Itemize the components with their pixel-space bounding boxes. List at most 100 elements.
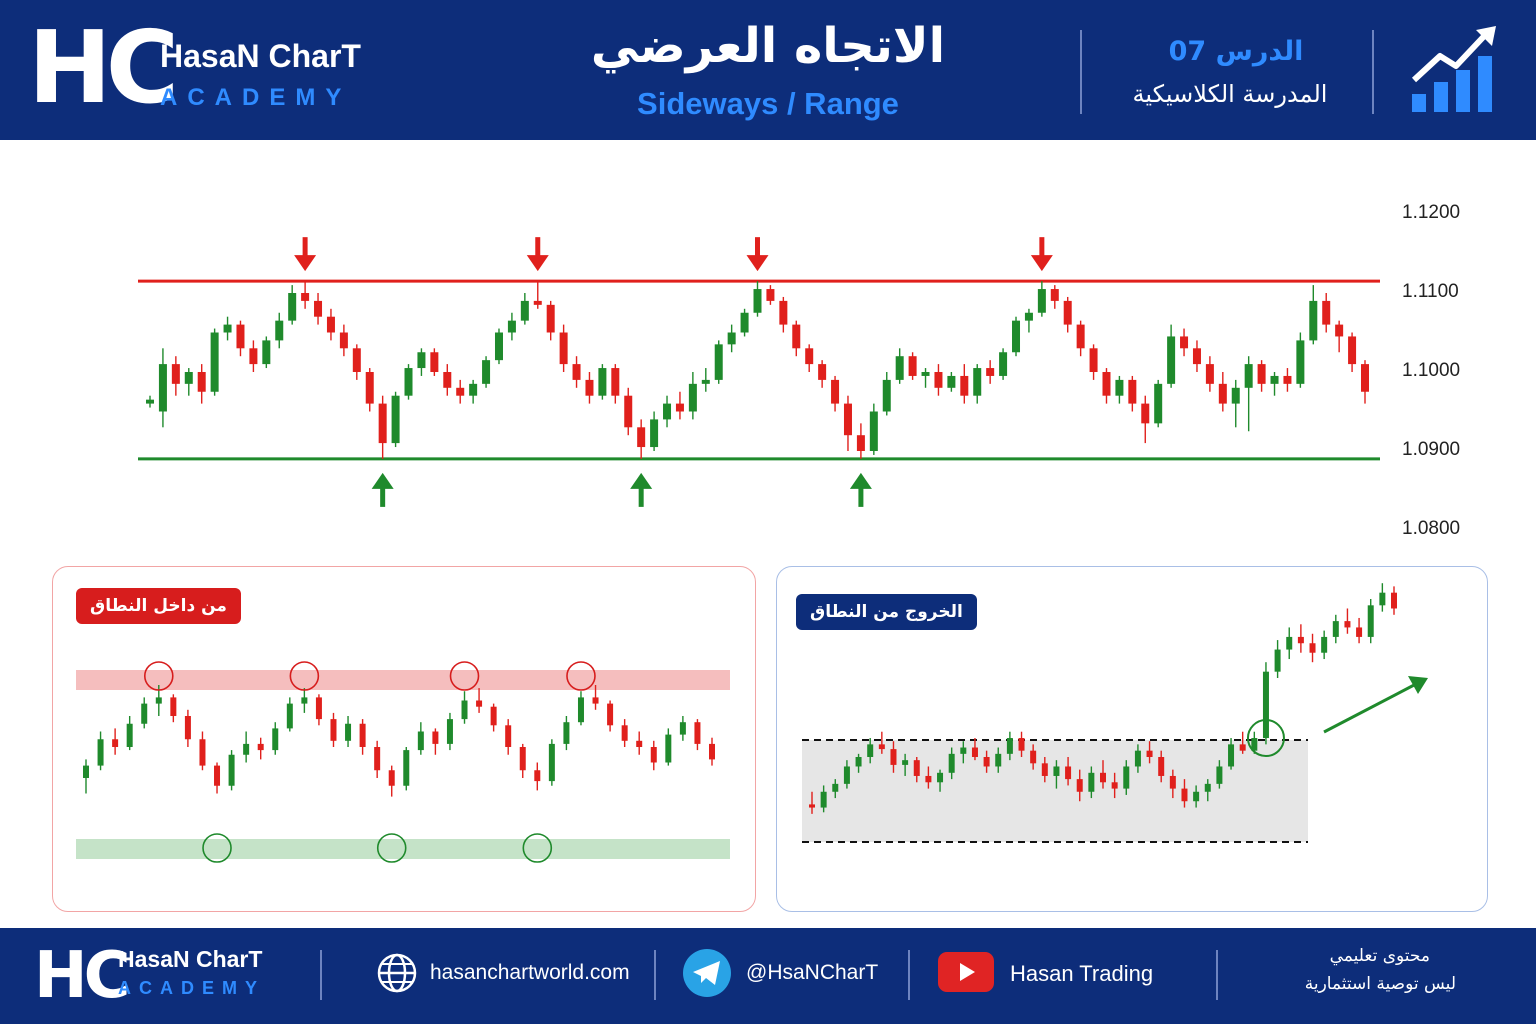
youtube-icon[interactable] (938, 952, 994, 992)
main-candle-body (869, 411, 878, 451)
breakout-candle-body (843, 766, 850, 784)
main-candle-body (236, 324, 245, 349)
inside-candle-body (534, 770, 541, 782)
main-candle-body (675, 403, 684, 412)
main-candle-body (611, 368, 620, 396)
low-highlight-circle (376, 833, 407, 863)
breakout-candle-body (1169, 775, 1176, 789)
resistance-arrow-head (746, 255, 769, 272)
breakout-candle-body (1216, 766, 1223, 784)
breakout-candle-body (1356, 627, 1363, 637)
main-candle-body (1115, 379, 1124, 396)
telegram-icon[interactable] (682, 948, 732, 998)
inside-candle-body (607, 703, 614, 726)
breakout-candle-body (1018, 738, 1025, 751)
main-candle-body (779, 300, 788, 325)
high-highlight-circle (289, 661, 320, 691)
breakout-candle-body (1297, 636, 1304, 644)
main-candle-body (404, 368, 413, 396)
page-title-english: Sideways / Range (637, 86, 899, 121)
main-candle-body (314, 300, 323, 317)
main-candle-body (650, 419, 659, 448)
inside-candle-body (636, 740, 643, 747)
main-candle-body (1102, 372, 1111, 396)
resistance-zone (76, 670, 730, 690)
main-candle-body (443, 372, 452, 388)
school-name: المدرسة الكلاسيكية (1132, 80, 1328, 108)
breakout-candle-body (1332, 621, 1339, 637)
inside-candle-body (126, 723, 133, 747)
breakout-candle-body (1239, 744, 1246, 751)
breakout-candle-body (878, 744, 885, 750)
main-candle-body (1270, 375, 1279, 384)
breakout-candle-body (820, 791, 827, 808)
breakout-candle-body (1053, 766, 1060, 776)
breakout-candle-body (832, 783, 839, 792)
breakout-candle-body (1146, 750, 1153, 757)
main-candle-body (986, 368, 995, 376)
main-candle-body (753, 289, 762, 313)
inside-candle-body (519, 747, 526, 771)
footer-bar (0, 928, 1536, 1024)
inside-candle-body (548, 743, 555, 782)
main-candle-body (262, 340, 271, 365)
inside-candle-body (214, 765, 221, 786)
disclaimer-line-1: محتوى تعليمي (1329, 946, 1430, 966)
breakout-candle-body (902, 760, 909, 765)
inside-candle-body (199, 739, 206, 766)
support-arrow-head (371, 472, 394, 489)
main-candle-body (391, 395, 400, 444)
main-candle-body (365, 372, 374, 404)
main-candle-body (572, 364, 581, 380)
main-candle-body (158, 364, 167, 412)
inside-candle-body (112, 739, 119, 747)
breakout-candle-body (1321, 636, 1328, 653)
website-link[interactable]: hasanchartworld.com (430, 961, 630, 984)
main-candle-body (1024, 312, 1033, 321)
breakout-candle-body (1193, 791, 1200, 802)
main-candle-body (210, 332, 219, 392)
inside-candle-body (83, 765, 89, 778)
inside-candle-body (417, 731, 424, 751)
telegram-handle[interactable]: @HsaNCharT (746, 961, 879, 984)
main-candle-body (1167, 336, 1176, 384)
main-candle-body (792, 324, 801, 349)
main-candle-body (1231, 387, 1240, 404)
low-highlight-circle (202, 833, 232, 863)
breakout-highlight-circle (1246, 719, 1285, 758)
inside-candle-body (141, 703, 148, 724)
youtube-channel[interactable]: Hasan Trading (1010, 961, 1154, 986)
main-candle-body (494, 332, 503, 361)
brand-name: HasaN CharT (160, 38, 361, 74)
main-candle-body (1244, 364, 1253, 388)
main-candle-body (1322, 300, 1331, 325)
main-candle-body (197, 372, 206, 392)
inside-candle-body (286, 703, 293, 729)
y-axis-ticks: 1.1200 1.1100 1.1000 1.0900 1.0800 (1402, 140, 1522, 560)
main-candle-body (533, 300, 542, 305)
main-candle-body (301, 293, 310, 301)
inside-candle-body (432, 731, 439, 744)
main-candle-body (1128, 379, 1137, 404)
footer-logo-mark: HC (34, 939, 131, 1013)
support-arrow-head (630, 472, 653, 489)
breakout-candle-body (1158, 757, 1165, 776)
brand-subtitle: ACADEMY (160, 84, 352, 111)
main-candle-body (908, 356, 917, 376)
breakout-candle-body (890, 749, 897, 765)
main-candle-body (275, 320, 284, 341)
breakout-candle-body (1379, 592, 1386, 606)
main-candle-body (921, 372, 930, 376)
y-tick-label: 1.1100 (1402, 281, 1459, 302)
globe-icon[interactable] (376, 952, 418, 994)
main-candle-body (999, 352, 1008, 376)
breakout-candle-body (1251, 738, 1258, 751)
breakout-candle-body (1088, 772, 1095, 792)
breakout-candle-body (1204, 783, 1211, 792)
footer-divider-4 (1216, 950, 1218, 1000)
main-candle-body (856, 435, 865, 451)
breakout-candle-body (983, 757, 990, 767)
header-divider-left (1080, 30, 1082, 114)
inside-candle-body (709, 743, 715, 760)
breakout-arrow-head (1408, 676, 1428, 694)
